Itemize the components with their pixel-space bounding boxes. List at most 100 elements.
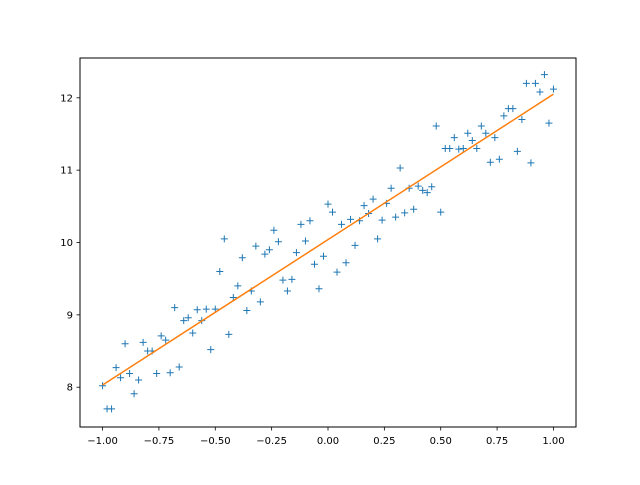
data-point bbox=[432, 122, 440, 130]
data-point bbox=[234, 282, 242, 290]
data-point bbox=[392, 213, 400, 221]
data-point bbox=[329, 208, 337, 216]
data-point bbox=[378, 216, 386, 224]
data-point bbox=[121, 340, 129, 348]
data-point bbox=[207, 346, 215, 354]
x-tick-label: −0.50 bbox=[200, 436, 231, 447]
data-point bbox=[283, 287, 291, 295]
data-point bbox=[450, 134, 458, 142]
y-tick-label: 8 bbox=[67, 383, 73, 394]
data-point bbox=[108, 405, 116, 413]
data-point bbox=[252, 242, 260, 250]
data-point bbox=[135, 376, 143, 384]
data-point bbox=[477, 122, 485, 130]
data-point bbox=[310, 260, 318, 268]
data-point bbox=[166, 369, 174, 377]
data-point bbox=[333, 268, 341, 276]
x-tick-label: −0.75 bbox=[144, 436, 175, 447]
data-point bbox=[396, 164, 404, 172]
data-point bbox=[387, 184, 395, 192]
data-point bbox=[261, 250, 269, 258]
data-point bbox=[491, 134, 499, 142]
fit-line bbox=[102, 93, 554, 386]
data-point bbox=[139, 338, 147, 346]
data-point bbox=[531, 79, 539, 87]
data-point bbox=[265, 246, 273, 254]
data-point bbox=[374, 235, 382, 243]
data-point bbox=[347, 215, 355, 223]
data-point bbox=[297, 220, 305, 228]
data-point bbox=[536, 88, 544, 96]
y-tick-label: 11 bbox=[60, 166, 73, 177]
data-point bbox=[486, 158, 494, 166]
data-point bbox=[157, 332, 165, 340]
data-point bbox=[468, 136, 476, 144]
data-point bbox=[410, 205, 418, 213]
data-point bbox=[473, 144, 481, 152]
data-point bbox=[419, 186, 427, 194]
data-point bbox=[324, 200, 332, 208]
data-point bbox=[216, 267, 224, 275]
x-tick-label: −1.00 bbox=[87, 436, 118, 447]
y-tick-label: 10 bbox=[60, 238, 73, 249]
data-point bbox=[464, 129, 472, 137]
data-point bbox=[545, 119, 553, 127]
data-point bbox=[306, 217, 314, 225]
data-point bbox=[153, 369, 161, 377]
data-point bbox=[112, 364, 120, 372]
data-point bbox=[428, 183, 436, 191]
data-point bbox=[459, 144, 467, 152]
data-point bbox=[423, 189, 431, 197]
data-point bbox=[437, 208, 445, 216]
x-tick-label: 0.00 bbox=[317, 436, 339, 447]
data-point bbox=[270, 226, 278, 234]
data-point bbox=[162, 336, 170, 344]
data-point bbox=[171, 304, 179, 312]
data-point bbox=[189, 329, 197, 337]
data-point bbox=[342, 259, 350, 267]
data-point bbox=[184, 314, 192, 322]
data-point bbox=[513, 147, 521, 155]
y-tick-label: 12 bbox=[60, 93, 73, 104]
data-point bbox=[243, 307, 251, 315]
x-tick-label: 0.75 bbox=[486, 436, 508, 447]
axes-layer: −1.00 −0.75 −0.50 −0.25 0.00 0.25 0.50 0.75 1.00… bbox=[60, 93, 564, 447]
data-point bbox=[202, 305, 210, 313]
data-point bbox=[117, 374, 125, 382]
data-point bbox=[482, 129, 490, 137]
data-point bbox=[292, 249, 300, 257]
data-point bbox=[220, 235, 228, 243]
x-tick-label: 1.00 bbox=[542, 436, 564, 447]
data-point bbox=[369, 195, 377, 203]
data-point bbox=[274, 238, 282, 246]
y-tick-label: 9 bbox=[67, 310, 73, 321]
data-point bbox=[549, 85, 557, 93]
data-point bbox=[495, 155, 503, 163]
data-point bbox=[401, 209, 409, 217]
data-point bbox=[360, 202, 368, 210]
plot-layer bbox=[99, 71, 557, 413]
data-point bbox=[527, 159, 535, 167]
data-point bbox=[126, 369, 134, 377]
data-point bbox=[211, 305, 219, 313]
data-point bbox=[414, 182, 422, 190]
data-point bbox=[522, 79, 530, 87]
data-point bbox=[193, 306, 201, 314]
data-point bbox=[256, 298, 264, 306]
data-point bbox=[500, 112, 508, 120]
data-point bbox=[180, 317, 188, 325]
scatter-series bbox=[99, 71, 557, 413]
data-point bbox=[315, 285, 323, 293]
data-point bbox=[319, 252, 327, 260]
data-point bbox=[225, 330, 233, 338]
data-point bbox=[351, 241, 359, 249]
data-point bbox=[455, 145, 463, 153]
x-tick-label: −0.25 bbox=[256, 436, 287, 447]
data-point bbox=[301, 237, 309, 245]
data-point bbox=[540, 71, 548, 79]
data-point bbox=[130, 390, 138, 398]
data-point bbox=[518, 116, 526, 123]
